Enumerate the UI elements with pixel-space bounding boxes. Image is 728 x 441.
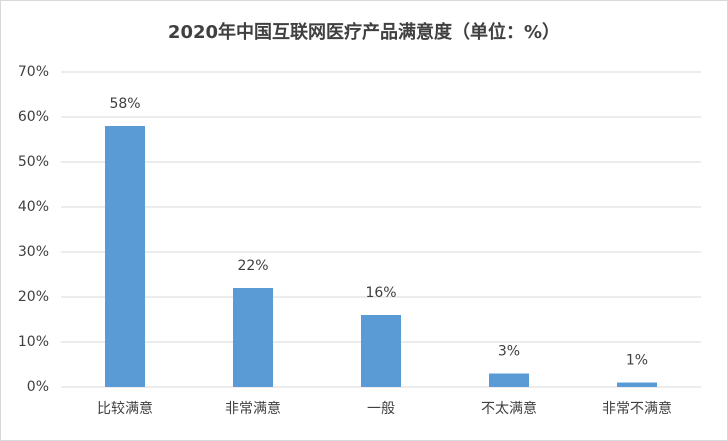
value-label: 22%: [237, 258, 268, 274]
bar: [105, 126, 145, 387]
x-tick-label: 一般: [367, 401, 395, 417]
bar: [617, 382, 657, 387]
chart-title: 2020年中国互联网医疗产品满意度（单位：%）: [168, 21, 560, 43]
bar: [361, 315, 401, 387]
y-tick-label: 20%: [18, 289, 49, 305]
y-tick-label: 50%: [18, 154, 49, 170]
bar: [489, 373, 529, 387]
value-label: 58%: [109, 96, 140, 112]
y-tick-label: 30%: [18, 244, 49, 260]
x-tick-label: 比较满意: [97, 400, 153, 417]
bar: [233, 288, 273, 387]
y-tick-label: 70%: [18, 64, 49, 80]
y-tick-label: 40%: [18, 199, 49, 215]
value-label: 16%: [365, 285, 396, 301]
value-label: 3%: [498, 344, 520, 360]
x-tick-label: 非常满意: [225, 400, 281, 417]
x-tick-label: 非常不满意: [602, 400, 672, 417]
y-tick-label: 10%: [18, 334, 49, 350]
value-label: 1%: [626, 353, 648, 369]
y-tick-label: 60%: [18, 109, 49, 125]
y-tick-label: 0%: [27, 379, 49, 395]
x-tick-label: 不太满意: [481, 400, 537, 417]
